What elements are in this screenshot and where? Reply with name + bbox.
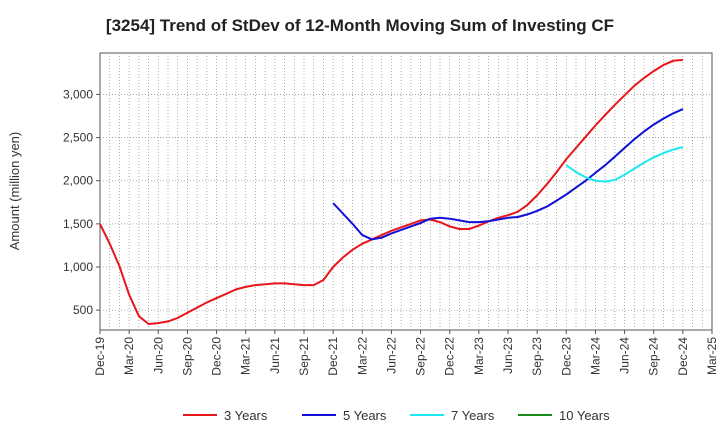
x-tick-label: Sep-20	[180, 337, 194, 376]
x-tick-label: Sep-23	[530, 337, 544, 376]
x-tick-label: Jun-24	[618, 337, 632, 374]
x-tick-label: Sep-22	[414, 337, 428, 376]
x-tick-label: Mar-23	[472, 337, 486, 375]
y-tick-label: 500	[73, 303, 93, 317]
y-axis-title: Amount (million yen)	[7, 132, 22, 251]
legend-label-3-years: 3 Years	[224, 408, 268, 423]
y-tick-label: 2,500	[63, 131, 93, 145]
x-tick-label: Dec-22	[443, 337, 457, 376]
x-tick-label: Sep-21	[297, 337, 311, 376]
x-tick-label: Dec-19	[93, 337, 107, 376]
chart-title: [3254] Trend of StDev of 12-Month Moving…	[105, 16, 615, 35]
x-tick-label: Mar-20	[122, 337, 136, 375]
series-line-7-years	[565, 146, 684, 183]
y-tick-label: 1,500	[63, 217, 93, 231]
x-tick-label: Jun-20	[151, 337, 165, 374]
y-tick-label: 3,000	[63, 87, 93, 101]
x-tick-label: Dec-24	[676, 337, 690, 376]
x-tick-label: Sep-24	[647, 337, 661, 376]
series-lines	[99, 58, 684, 325]
y-tick-label: 2,000	[63, 174, 93, 188]
x-tick-label: Mar-24	[588, 337, 602, 375]
x-tick-label: Mar-21	[239, 337, 253, 375]
x-axis: Dec-19 Mar-20 Jun-20 Sep-20 Dec-20 Mar-21 Jun-…	[93, 330, 719, 376]
x-tick-label: Jun-22	[384, 337, 398, 374]
legend-label-10-years: 10 Years	[559, 408, 610, 423]
x-tick-label: Mar-22	[355, 337, 369, 375]
plot-border	[99, 52, 713, 331]
x-tick-label: Jun-23	[501, 337, 515, 374]
x-tick-label: Mar-25	[705, 337, 719, 375]
series-line-5-years	[332, 108, 684, 241]
plot-area	[99, 52, 713, 331]
x-tick-label: Dec-23	[559, 337, 573, 376]
legend: 3 Years 5 Years 7 Years 10 Years	[183, 408, 610, 423]
legend-label-7-years: 7 Years	[451, 408, 495, 423]
series-line-3-years	[99, 58, 683, 325]
y-tick-label: 1,000	[63, 260, 93, 274]
y-axis: 500 1,000 1,500 2,000 2,500 3,000	[63, 87, 100, 317]
x-tick-label: Dec-20	[210, 337, 224, 376]
legend-label-5-years: 5 Years	[343, 408, 387, 423]
x-tick-label: Jun-21	[268, 337, 282, 374]
x-tick-label: Dec-21	[326, 337, 340, 376]
grid-lines	[100, 53, 712, 330]
